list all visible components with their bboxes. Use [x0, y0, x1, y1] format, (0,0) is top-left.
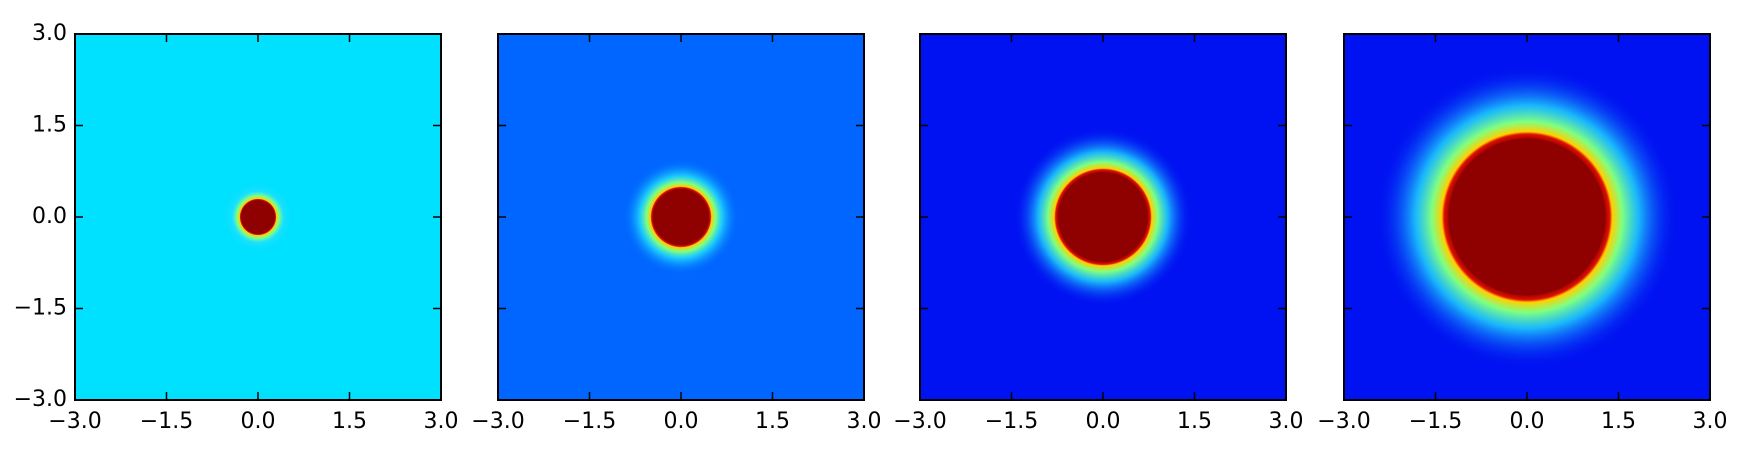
y-tick-label: 3.0: [32, 21, 67, 46]
x-tick-label: 3.0: [1269, 409, 1304, 434]
x-tick-label: 1.5: [332, 409, 367, 434]
panel: −3.0 −1.5 0.0 1.5 3.0 −3.0 −1.5 0.0 1.5 3.0: [14, 21, 459, 434]
x-tick-label: 0.0: [241, 409, 276, 434]
x-tick-label: −3.0: [48, 409, 101, 434]
x-tick-label: −1.5: [985, 409, 1038, 434]
x-tick-label: −3.0: [893, 409, 946, 434]
x-tick-label: −3.0: [1317, 409, 1370, 434]
panel: −3.0 −1.5 0.0 1.5 3.0: [1317, 33, 1728, 434]
x-tick-label: −1.5: [140, 409, 193, 434]
x-tick-label: 3.0: [1693, 409, 1728, 434]
x-tick-label: 0.0: [1086, 409, 1121, 434]
x-tick-label: −3.0: [471, 409, 524, 434]
x-tick-label: 1.5: [1601, 409, 1636, 434]
x-tick-label: −1.5: [563, 409, 616, 434]
y-tick-label: −1.5: [14, 296, 67, 321]
y-tick-label: −3.0: [14, 387, 67, 412]
y-tick-label: 0.0: [32, 204, 67, 229]
x-tick-label: 3.0: [424, 409, 459, 434]
x-tick-label: 1.5: [1177, 409, 1212, 434]
disk: [241, 200, 275, 234]
x-tick-label: 3.0: [847, 409, 882, 434]
x-tick-label: 0.0: [1510, 409, 1545, 434]
y-tick-label: 1.5: [32, 113, 67, 138]
disk: [1058, 172, 1148, 262]
x-tick-label: 1.5: [755, 409, 790, 434]
x-tick-label: 0.0: [664, 409, 699, 434]
x-tick-label: −1.5: [1409, 409, 1462, 434]
panel: −3.0 −1.5 0.0 1.5 3.0: [893, 33, 1304, 434]
disk: [652, 188, 710, 246]
panel: −3.0 −1.5 0.0 1.5 3.0: [471, 33, 882, 434]
disk: [1448, 138, 1606, 296]
